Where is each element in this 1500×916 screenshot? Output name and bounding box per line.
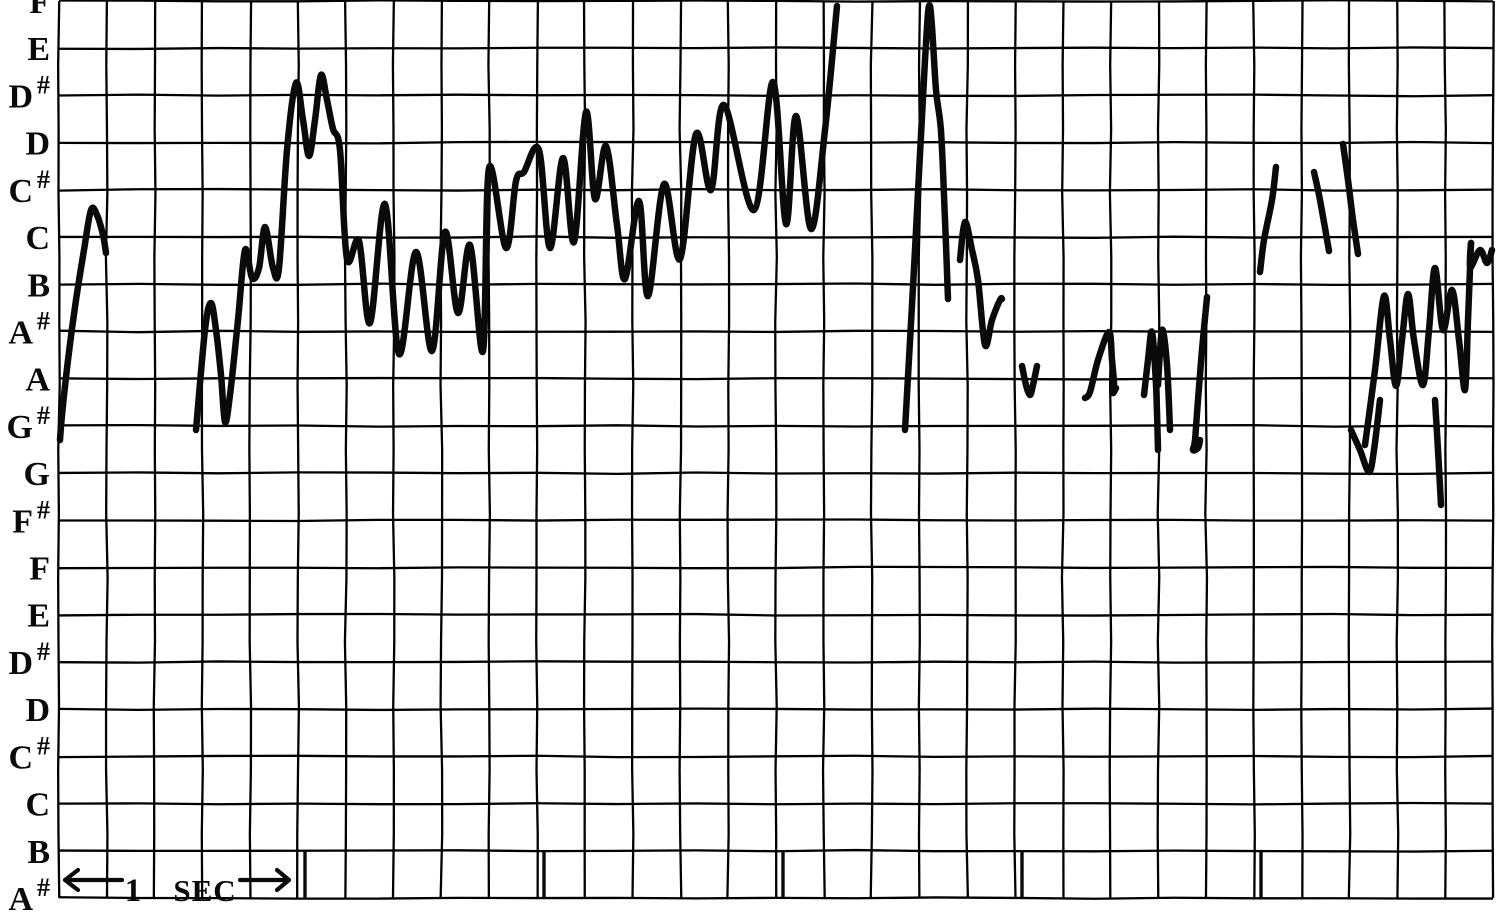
svg-text:#: #	[37, 637, 50, 666]
svg-text:#: #	[37, 401, 50, 430]
svg-text:F: F	[12, 503, 33, 540]
svg-text:C: C	[25, 220, 50, 257]
svg-text:C: C	[8, 739, 33, 776]
svg-text:C: C	[25, 787, 50, 824]
svg-text:#: #	[37, 731, 50, 760]
svg-text:#: #	[37, 165, 50, 194]
svg-text:#: #	[37, 495, 50, 524]
svg-text:A: A	[8, 881, 33, 916]
svg-text:F: F	[29, 0, 50, 21]
svg-text:D: D	[25, 126, 50, 163]
svg-text:#: #	[37, 307, 50, 336]
svg-text:SEC: SEC	[173, 873, 236, 908]
svg-text:D: D	[8, 78, 33, 115]
svg-text:D: D	[8, 645, 33, 682]
svg-text:#: #	[37, 873, 50, 902]
svg-text:#: #	[37, 70, 50, 99]
svg-text:C: C	[8, 173, 33, 210]
svg-text:E: E	[27, 31, 50, 68]
svg-text:F: F	[29, 551, 50, 588]
svg-text:D: D	[25, 692, 50, 729]
svg-text:1: 1	[125, 873, 142, 909]
svg-text:B: B	[27, 834, 50, 871]
svg-text:B: B	[27, 267, 50, 304]
svg-text:E: E	[27, 598, 50, 635]
svg-text:A: A	[25, 362, 50, 399]
svg-text:G: G	[24, 456, 50, 493]
svg-text:A: A	[8, 315, 33, 352]
svg-text:G: G	[7, 409, 33, 446]
